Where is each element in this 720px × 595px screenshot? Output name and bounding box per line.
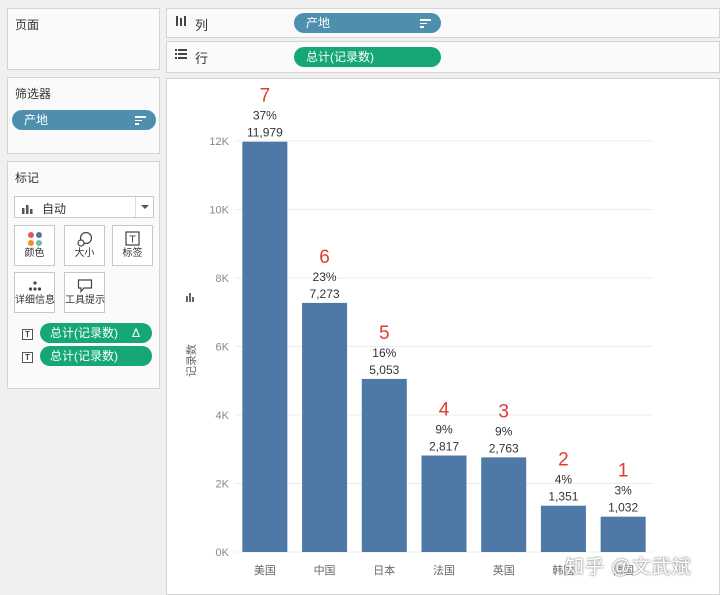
rank-annotation: 1: [618, 461, 629, 482]
mark-field-label: 总计(记录数): [50, 349, 118, 363]
rank-annotation: 2: [558, 450, 569, 471]
mark-field-total-records-delta[interactable]: 总计(记录数) Δ: [40, 323, 152, 343]
marks-panel[interactable]: 标记 自动 颜色 大小 T 标签 详细信息: [7, 161, 160, 389]
x-tick-label: 法国: [433, 563, 455, 577]
label-button[interactable]: T 标签: [112, 225, 153, 266]
rank-annotation: 7: [260, 86, 271, 107]
percent-label: 37%: [253, 109, 277, 123]
value-label: 11,979: [247, 126, 283, 140]
color-button[interactable]: 颜色: [14, 225, 55, 266]
filters-title: 筛选器: [15, 87, 52, 101]
bar-德国: [600, 516, 646, 552]
tooltip-button[interactable]: 工具提示: [64, 272, 105, 313]
value-label: 1,032: [608, 501, 638, 515]
mark-field-label: 总计(记录数): [50, 326, 118, 340]
rows-icon: [175, 48, 187, 63]
sort-icon: [420, 19, 431, 28]
x-tick-label: 德国: [612, 563, 634, 577]
y-tick-label: 8K: [216, 273, 230, 285]
rank-annotation: 4: [439, 400, 450, 421]
percent-label: 9%: [495, 424, 513, 438]
y-axis-title: 记录数: [185, 344, 198, 377]
detail-button-label: 详细信息: [15, 295, 55, 306]
color-dots-icon: [15, 226, 54, 248]
value-label: 2,817: [429, 440, 459, 454]
x-tick-label: 韩国: [552, 563, 574, 577]
pages-title: 页面: [15, 18, 40, 32]
y-tick-label: 2K: [216, 479, 230, 491]
bar-日本: [361, 378, 407, 552]
watermark: 知乎 @文武斌: [565, 557, 692, 578]
bar-美国: [242, 141, 288, 553]
percent-label: 16%: [372, 346, 396, 360]
table-calc-delta-icon: Δ: [131, 326, 140, 340]
rows-label: 行: [195, 51, 209, 66]
y-tick-label: 0K: [216, 547, 230, 559]
y-tick-label: 4K: [216, 410, 230, 422]
bar-chart: 0K2K4K6K8K10K12K记录数11,97937%7美国7,27323%6…: [185, 86, 653, 577]
percent-label: 23%: [313, 270, 337, 284]
bar-英国: [481, 457, 527, 552]
rows-shelf[interactable]: 行 总计(记录数): [166, 41, 720, 73]
columns-pill-label: 产地: [306, 16, 331, 30]
detail-button[interactable]: 详细信息: [14, 272, 55, 313]
filter-pill-label: 产地: [24, 113, 49, 127]
x-tick-label: 中国: [314, 564, 336, 577]
value-label: 1,351: [548, 490, 578, 504]
color-button-label: 颜色: [24, 248, 45, 259]
rank-annotation: 5: [379, 323, 390, 344]
size-button[interactable]: 大小: [64, 225, 105, 266]
value-label: 2,763: [489, 441, 519, 455]
rows-pill-total-records[interactable]: 总计(记录数): [294, 47, 441, 67]
marks-title: 标记: [15, 171, 40, 185]
y-tick-label: 10K: [209, 205, 229, 217]
chart-view[interactable]: 0K 2K 4K 6K 8K 10K 12K 记录数 11,979 37% 7 美国 7,273 23% 6…: [166, 78, 720, 595]
y-axis-field-icon: [186, 293, 194, 302]
bar-韩国: [540, 505, 586, 552]
percent-label: 4%: [555, 473, 573, 487]
bar-中国: [302, 302, 348, 552]
x-tick-label: 英国: [493, 563, 515, 577]
svg-text:T: T: [128, 235, 136, 246]
columns-pill-origin[interactable]: 产地: [294, 13, 441, 33]
percent-label: 3%: [614, 484, 632, 498]
value-label: 7,273: [310, 287, 340, 301]
x-tick-label: 美国: [254, 564, 276, 577]
columns-label: 列: [195, 18, 209, 33]
size-icon: [65, 226, 104, 248]
label-field-icon: T: [22, 352, 33, 363]
mark-field-total-records[interactable]: 总计(记录数): [40, 346, 152, 366]
mark-type-label: 自动: [42, 202, 67, 216]
filters-panel[interactable]: 筛选器 产地: [7, 77, 160, 154]
mark-type-dropdown[interactable]: 自动: [14, 196, 154, 218]
percent-label: 9%: [435, 423, 453, 437]
label-field-icon: T: [22, 329, 33, 340]
dropdown-arrow-icon: [135, 197, 153, 217]
rank-annotation: 6: [319, 247, 330, 268]
sort-icon: [135, 116, 146, 125]
detail-dots-icon: [15, 273, 54, 295]
y-tick-label: 6K: [216, 342, 230, 354]
bar-法国: [421, 455, 467, 552]
label-T-icon: T: [113, 226, 152, 248]
columns-shelf[interactable]: 列 产地: [166, 8, 720, 38]
rows-pill-label: 总计(记录数): [306, 50, 374, 64]
x-tick-label: 日本: [373, 563, 395, 577]
y-tick-label: 12K: [209, 136, 229, 148]
label-button-label: 标签: [122, 248, 143, 259]
size-button-label: 大小: [74, 248, 95, 259]
bar-chart-icon: [22, 203, 36, 214]
pages-panel[interactable]: 页面: [7, 8, 160, 70]
rank-annotation: 3: [498, 401, 509, 422]
filter-pill-origin[interactable]: 产地: [12, 110, 156, 130]
value-label: 5,053: [369, 363, 399, 377]
tooltip-icon: [65, 273, 104, 295]
tooltip-button-label: 工具提示: [65, 295, 105, 306]
columns-icon: [175, 15, 187, 30]
